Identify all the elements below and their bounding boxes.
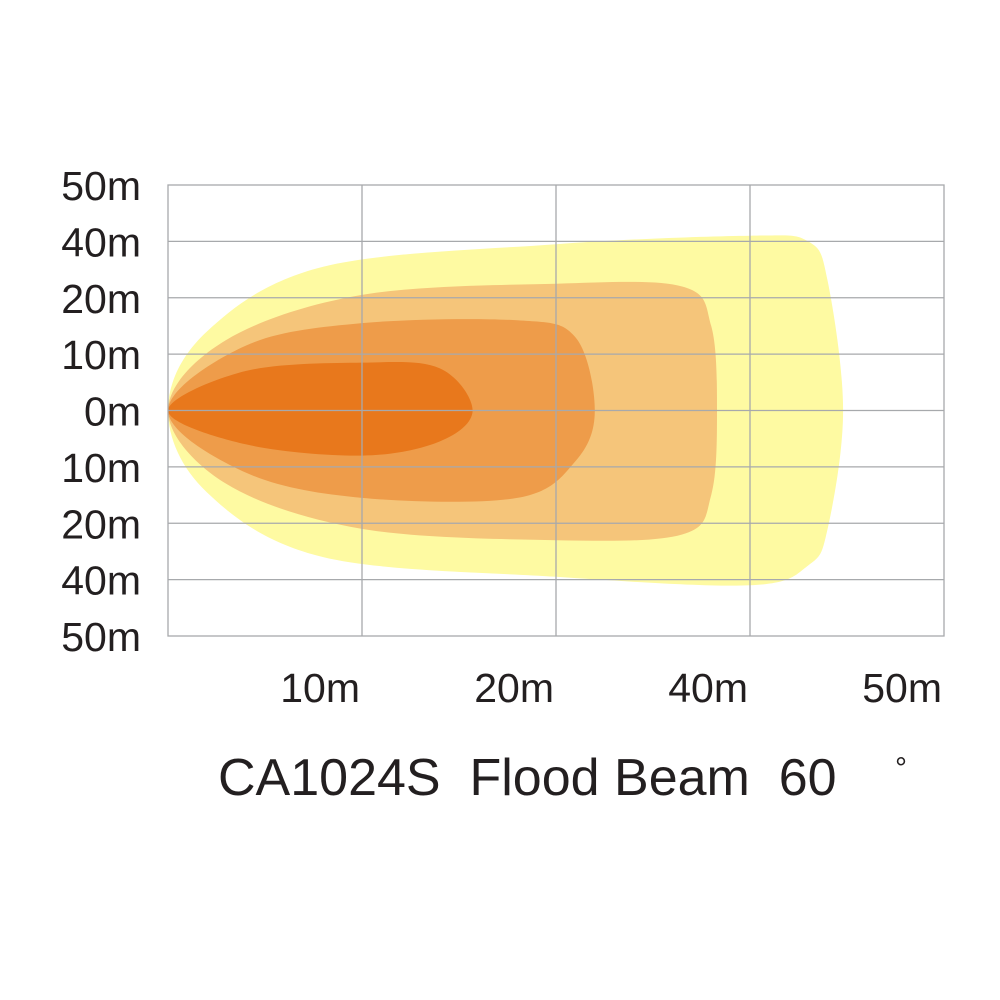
x-tick-label: 10m xyxy=(280,665,360,711)
y-tick-label: 50m xyxy=(61,614,141,660)
x-tick-label: 40m xyxy=(668,665,748,711)
chart-grid xyxy=(167,184,945,637)
y-tick-label: 10m xyxy=(61,332,141,378)
y-tick-label: 20m xyxy=(61,276,141,322)
beam-zone-4 xyxy=(168,362,473,456)
y-axis-ticks: 50m 40m 20m 10m 0m 10m 20m 40m 50m xyxy=(61,163,141,660)
x-axis-ticks: 10m 20m 40m 50m xyxy=(280,665,942,711)
y-tick-label: 20m xyxy=(61,501,141,547)
x-tick-label: 50m xyxy=(862,665,942,711)
chart-title: CA1024S Flood Beam 60 xyxy=(218,749,837,807)
beam-zones xyxy=(168,235,844,586)
y-tick-label: 40m xyxy=(61,558,141,604)
y-tick-label: 50m xyxy=(61,163,141,209)
y-tick-label: 10m xyxy=(61,445,141,491)
degree-symbol: ° xyxy=(895,752,907,785)
y-tick-label: 0m xyxy=(84,389,141,435)
x-tick-label: 20m xyxy=(474,665,554,711)
y-tick-label: 40m xyxy=(61,219,141,265)
